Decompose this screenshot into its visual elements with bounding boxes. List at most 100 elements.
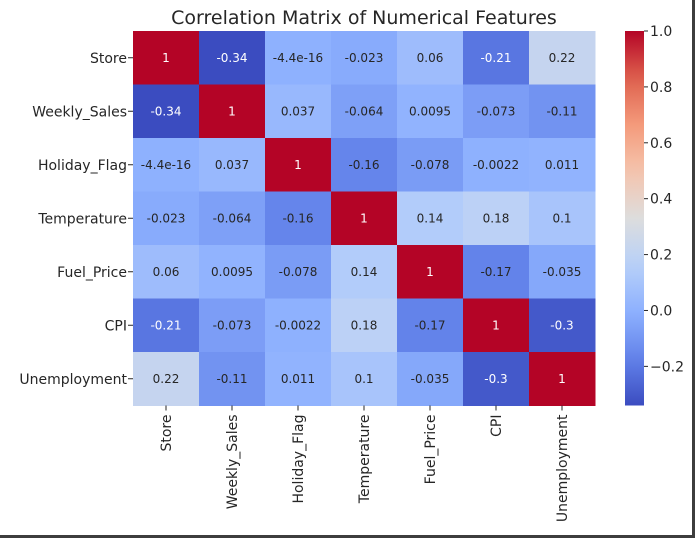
heatmap-cell bbox=[529, 84, 596, 139]
heatmap-cell bbox=[133, 191, 200, 246]
y-tick-label: Holiday_Flag bbox=[38, 158, 127, 174]
heatmap-cell bbox=[265, 84, 332, 139]
heatmap-cell bbox=[397, 352, 464, 406]
x-tick-label: Temperature bbox=[357, 415, 373, 505]
cell-value-label: 0.0095 bbox=[211, 265, 253, 279]
cell-value-label: 0.14 bbox=[417, 211, 444, 225]
heatmap-cell bbox=[265, 191, 332, 246]
heatmap-cell bbox=[331, 31, 398, 85]
heatmap-cell bbox=[529, 31, 596, 85]
y-tick-label: Fuel_Price bbox=[57, 265, 127, 281]
heatmap-cell bbox=[463, 191, 530, 246]
y-tick-label: Unemployment bbox=[19, 372, 127, 388]
cell-value-label: 0.22 bbox=[153, 372, 180, 386]
heatmap-cell bbox=[529, 191, 596, 246]
heatmap-cell bbox=[397, 138, 464, 192]
cell-value-label: 0.06 bbox=[417, 51, 444, 65]
cell-value-label: 1 bbox=[294, 158, 302, 172]
colorbar-tick-label: 0.2 bbox=[650, 248, 672, 264]
cell-value-label: -0.17 bbox=[480, 265, 511, 279]
cell-value-label: 0.22 bbox=[549, 51, 576, 65]
heatmap-cell bbox=[331, 245, 398, 299]
cell-value-label: -0.078 bbox=[279, 265, 318, 279]
cell-value-label: -0.023 bbox=[147, 211, 186, 225]
heatmap-cell bbox=[265, 245, 332, 299]
heatmap-cell bbox=[199, 298, 266, 353]
y-tick-label: Weekly_Sales bbox=[32, 104, 127, 120]
cell-value-label: 1 bbox=[360, 211, 368, 225]
heatmap-cell bbox=[463, 298, 530, 353]
cell-value-label: -0.3 bbox=[484, 372, 507, 386]
colorbar-tick-label: −0.2 bbox=[650, 359, 684, 375]
heatmap-cell bbox=[529, 245, 596, 299]
chart-title: Correlation Matrix of Numerical Features bbox=[171, 7, 557, 29]
heatmap-cell bbox=[133, 138, 200, 192]
heatmap-cell bbox=[199, 84, 266, 139]
cell-value-label: 1 bbox=[558, 372, 566, 386]
cell-value-label: -0.064 bbox=[345, 104, 384, 118]
cell-value-label: -0.16 bbox=[282, 211, 313, 225]
cell-value-label: 1 bbox=[162, 51, 170, 65]
heatmap-cell bbox=[265, 138, 332, 192]
cell-value-label: 0.18 bbox=[483, 211, 510, 225]
colorbar-tick-label: 0.6 bbox=[650, 136, 672, 152]
heatmap-cell bbox=[397, 191, 464, 246]
colorbar-tick-label: 0.8 bbox=[650, 80, 672, 96]
cell-value-label: -0.0022 bbox=[275, 318, 321, 332]
heatmap-cell bbox=[199, 352, 266, 406]
cell-value-label: 0.06 bbox=[153, 265, 180, 279]
cell-value-label: 1 bbox=[492, 318, 500, 332]
heatmap-cell bbox=[199, 191, 266, 246]
colorbar-tick-label: 0.0 bbox=[650, 303, 672, 319]
cell-value-label: -0.073 bbox=[213, 318, 252, 332]
y-tick-label: Store bbox=[90, 51, 127, 67]
heatmap-cell bbox=[133, 31, 200, 85]
cell-value-label: 0.037 bbox=[215, 158, 249, 172]
heatmap-cell bbox=[265, 352, 332, 406]
cell-value-label: -0.035 bbox=[543, 265, 582, 279]
colorbar-tick-label: 1.0 bbox=[650, 24, 672, 40]
x-tick-label: Unemployment bbox=[555, 414, 571, 522]
cell-value-label: -4.4e-16 bbox=[273, 51, 323, 65]
heatmap-cell bbox=[463, 31, 530, 85]
heatmap-cell bbox=[133, 84, 200, 139]
cell-value-label: 0.0095 bbox=[409, 104, 451, 118]
heatmap-cell bbox=[199, 138, 266, 192]
cell-value-label: 0.1 bbox=[552, 211, 571, 225]
heatmap-cell bbox=[529, 352, 596, 406]
cell-value-label: -0.078 bbox=[411, 158, 450, 172]
cell-value-label: -0.34 bbox=[150, 104, 181, 118]
heatmap-cell bbox=[529, 298, 596, 353]
heatmap-cell bbox=[331, 352, 398, 406]
cell-value-label: 0.1 bbox=[354, 372, 373, 386]
cell-value-label: -0.21 bbox=[480, 51, 511, 65]
cell-value-label: -0.064 bbox=[213, 211, 252, 225]
colorbar-tick-label: 0.4 bbox=[650, 192, 672, 208]
cell-value-label: 0.18 bbox=[351, 318, 378, 332]
x-tick-label: CPI bbox=[489, 415, 505, 437]
cell-value-label: -0.11 bbox=[546, 104, 577, 118]
cell-value-label: -0.073 bbox=[477, 104, 516, 118]
cell-value-label: -0.21 bbox=[150, 318, 181, 332]
heatmap-cell bbox=[397, 84, 464, 139]
heatmap-cell bbox=[331, 84, 398, 139]
heatmap-cell bbox=[397, 245, 464, 299]
heatmap-cell bbox=[199, 245, 266, 299]
heatmap-cell bbox=[529, 138, 596, 192]
heatmap-cell bbox=[463, 352, 530, 406]
cell-value-label: -0.3 bbox=[550, 318, 573, 332]
cell-value-label: -0.0022 bbox=[473, 158, 519, 172]
heatmap-cell bbox=[265, 31, 332, 85]
y-tick-label: Temperature bbox=[37, 211, 127, 227]
cell-value-label: -0.035 bbox=[411, 372, 450, 386]
cell-value-label: -0.34 bbox=[216, 51, 247, 65]
heatmap-cell bbox=[463, 138, 530, 192]
cell-value-label: 0.037 bbox=[281, 104, 315, 118]
heatmap-cell bbox=[133, 298, 200, 353]
cell-value-label: -4.4e-16 bbox=[141, 158, 191, 172]
heatmap-cell bbox=[331, 298, 398, 353]
x-tick-label: Fuel_Price bbox=[423, 415, 439, 485]
x-tick-label: Store bbox=[159, 415, 175, 452]
x-tick-label: Holiday_Flag bbox=[291, 415, 307, 504]
